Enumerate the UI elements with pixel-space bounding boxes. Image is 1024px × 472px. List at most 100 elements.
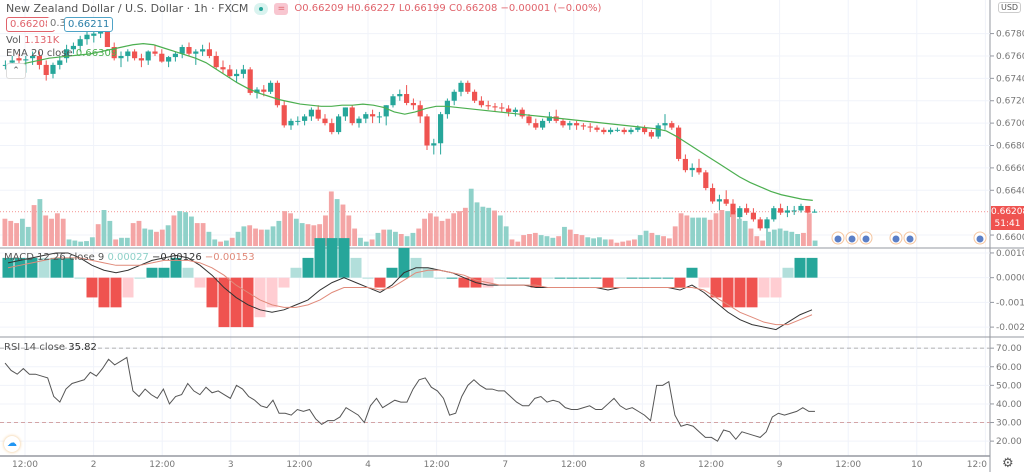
collapse-legend-button[interactable]: ⌃ [6,63,26,79]
volume-bar [451,213,457,246]
volume-bar [159,229,165,246]
status-dot-icon[interactable] [254,2,269,15]
candle-body [757,219,763,229]
candle-body [376,116,382,118]
candle-body [478,100,484,106]
volume-bar [416,228,422,246]
candle-body [424,116,430,146]
volume-bar [189,216,194,246]
candle-body [159,53,165,62]
candle-body [458,82,464,92]
candle-body [499,107,505,109]
ema-legend[interactable]: EMA 20 close 0.66309 [6,48,118,59]
candle-body [43,64,49,75]
candle-body [186,47,192,54]
volume-bar [241,226,247,246]
volume-bar [165,225,171,246]
volume-bar [19,218,25,246]
macd-histogram-bar [218,277,230,328]
volume-bar [25,226,31,246]
candle-body [519,109,525,117]
volume-bar [328,191,334,246]
candle-body [342,107,348,117]
volume-bar [299,223,305,246]
candle-body [57,60,63,65]
volume-bar [270,226,276,246]
macd-histogram-bar [314,238,326,278]
currency-label[interactable]: USD [998,2,1022,13]
candle-body [642,127,648,133]
macd-histogram-bar [518,277,530,279]
volume-bar [136,220,142,246]
macd-histogram-bar [554,277,566,279]
volume-bar [253,228,258,246]
last-price-tag: 0.66208 [991,206,1024,218]
volume-bar [433,216,439,246]
volume-bar [666,238,672,246]
candle-body [730,203,736,218]
volume-bar [393,231,398,246]
volume-bar [352,228,358,246]
rsi-legend[interactable]: RSI 14 close 35.82 [4,342,97,353]
volume-bar [620,241,626,246]
price-axis-label: 0.67200 [996,97,1024,107]
candle-body [669,123,675,128]
macd-histogram-bar [230,277,242,328]
candle-body [703,172,709,189]
candle-body [30,55,36,59]
macd-histogram-bar [122,277,134,298]
volume-bar [293,218,299,246]
volume-bar [707,219,713,246]
event-flag-icon [906,235,914,243]
volume-bar [95,224,101,246]
volume-bar [223,240,229,246]
volume-bar [148,229,154,246]
macd-histogram-bar [446,277,458,279]
volume-bar [801,232,806,246]
candle-body [200,49,206,52]
candle-body [145,51,151,61]
ema-line [7,43,813,201]
candle-body [261,89,267,92]
macd-histogram-bar [770,277,782,298]
volume-bar [736,218,742,246]
settings-gear-icon[interactable]: ⚙ [1002,456,1014,471]
cloud-icon[interactable]: ☁ [4,436,20,452]
price-axis-label: 0.66600 [996,164,1024,174]
volume-bar [387,229,393,246]
candle-body [791,210,797,212]
volume-bar [212,239,218,246]
candle-body [580,125,586,127]
time-axis-label: 8 [640,460,646,470]
candle-body [104,31,110,48]
time-axis-label: 12:0 [967,460,987,470]
buy-price-button[interactable]: 0.66211 [64,17,114,32]
macd-histogram-bar [722,277,734,308]
volume-legend[interactable]: Vol 1.131K [6,35,60,46]
macd-histogram-bar [50,257,62,278]
volume-bar [282,211,288,246]
candle-body [608,129,614,133]
volume-bar [690,217,696,246]
candle-body [336,116,342,133]
macd-legend[interactable]: MACD 12 26 close 9 0.00027 −0.00126 −0.0… [4,252,255,263]
volume-bar [649,232,655,246]
time-axis-label: 12:00 [286,460,312,470]
price-axis-label: 0.67400 [996,74,1024,84]
macd-histogram-bar [2,257,14,278]
macd-histogram-bar [350,257,362,278]
candle-body [295,120,301,122]
candle-body [138,58,144,61]
equals-icon[interactable]: = [274,2,289,15]
symbol-title[interactable]: New Zealand Dollar / U.S. Dollar · 1h · … [6,2,249,15]
volume-bar [567,229,573,246]
volume-bar [107,220,113,246]
volume-bar [509,239,515,246]
volume-bar [31,205,37,246]
candle-body [472,91,478,101]
volume-bar [288,213,293,246]
volume-bar [748,228,754,246]
macd-histogram-bar [794,257,806,278]
volume-bar [264,229,270,246]
